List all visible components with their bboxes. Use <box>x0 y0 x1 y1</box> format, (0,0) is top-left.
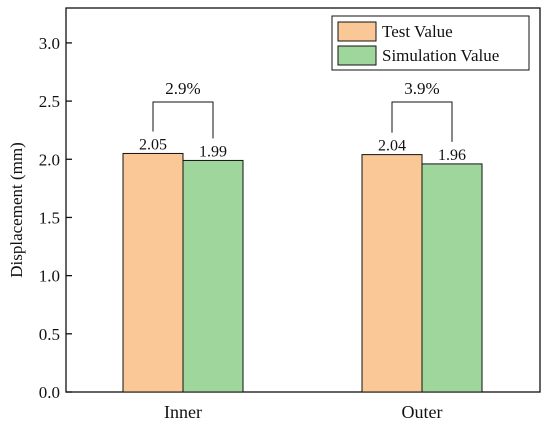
legend: Test Value Simulation Value <box>331 15 530 71</box>
y-tick-label: 0.5 <box>39 325 60 344</box>
bar-test-inner <box>122 152 184 393</box>
difference-label: 3.9% <box>404 79 439 98</box>
y-axis-label: Displacement (mm) <box>7 142 26 278</box>
legend-swatch <box>337 45 377 66</box>
plot-area: 0.0 0.5 1.0 1.5 2.0 2.5 3.0 Inner 2.05 1.99 2.9% Ou… <box>39 7 541 422</box>
data-label: 2.05 <box>139 136 167 153</box>
y-tick-label: 3.0 <box>39 34 60 53</box>
y-tick-label: 1.0 <box>39 267 60 286</box>
y-tick-label: 2.5 <box>39 92 60 111</box>
x-category-label: Inner <box>164 402 202 422</box>
legend-swatch <box>337 21 377 42</box>
bar-simulation-inner <box>182 159 244 393</box>
y-tick-label: 1.5 <box>39 208 60 227</box>
data-label: 2.04 <box>378 138 406 155</box>
legend-label: Test Value <box>382 22 453 41</box>
plot-frame <box>65 7 541 393</box>
difference-bracket <box>152 101 214 139</box>
x-category-label: Outer <box>402 402 443 422</box>
bar-simulation-outer <box>421 163 483 393</box>
y-tick-label: 0.0 <box>39 383 60 402</box>
y-tick-label: 2.0 <box>39 150 60 169</box>
data-label: 1.96 <box>438 147 466 164</box>
difference-bracket <box>391 101 453 142</box>
bar-test-outer <box>361 154 423 393</box>
data-label: 1.99 <box>199 143 227 160</box>
difference-label: 2.9% <box>165 79 200 98</box>
legend-label: Simulation Value <box>382 46 499 65</box>
